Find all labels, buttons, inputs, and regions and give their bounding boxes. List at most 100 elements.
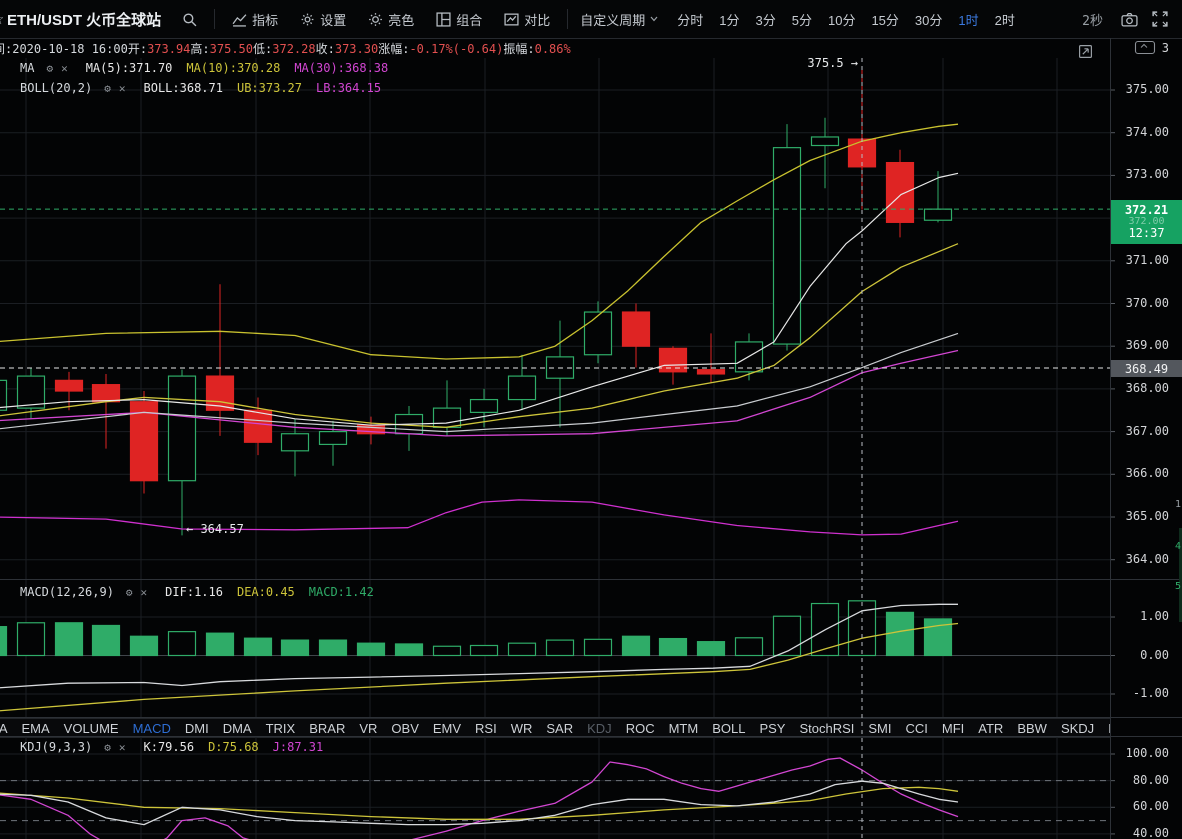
ohlc-segment: 开:373.94 bbox=[127, 41, 191, 56]
indicator-tab-dma[interactable]: DMA bbox=[222, 720, 252, 736]
edge-digit: 5 bbox=[1175, 581, 1182, 592]
macd-histogram-bar bbox=[885, 611, 915, 657]
kdj-k-line bbox=[0, 780, 959, 826]
current-price-badge: 372.21 372.00 12:37 bbox=[1111, 200, 1182, 244]
indicator-tab-psy[interactable]: PSY bbox=[759, 720, 786, 736]
toolbar-button-对比[interactable]: 对比 bbox=[504, 10, 550, 29]
period-tab-15分[interactable]: 15分 bbox=[871, 12, 899, 28]
period-tab-5分[interactable]: 5分 bbox=[791, 12, 812, 28]
low-price-annotation: ← 364.57 bbox=[186, 522, 244, 536]
y-axis-label: 373.00 bbox=[1125, 167, 1169, 182]
indicator-tab-roc[interactable]: ROC bbox=[625, 720, 655, 736]
indicator-tab-smi[interactable]: SMI bbox=[868, 720, 892, 736]
macd-histogram-bar bbox=[318, 639, 348, 657]
layout-icon bbox=[436, 11, 451, 27]
candle-body bbox=[847, 138, 877, 168]
indicator-tab-macd[interactable]: MACD bbox=[132, 720, 171, 736]
period-tab-1时[interactable]: 1时 bbox=[958, 12, 979, 28]
indicator-value: MA(10):370.28 bbox=[186, 61, 281, 75]
macd-histogram-bar bbox=[507, 642, 537, 657]
restore-pane-icon[interactable] bbox=[1078, 44, 1093, 64]
screenshot-camera-icon[interactable] bbox=[1121, 12, 1138, 27]
y-axis-label: -1.00 bbox=[1132, 686, 1169, 700]
macd-histogram-bar bbox=[621, 635, 651, 657]
ma-settings-gear-icon[interactable]: ⚙ bbox=[46, 61, 54, 75]
period-tab-2时[interactable]: 2时 bbox=[994, 12, 1015, 28]
boll-settings-gear-icon[interactable]: ⚙ bbox=[104, 81, 111, 95]
current-price-value: 372.21 bbox=[1124, 203, 1169, 217]
macd-close-icon[interactable]: ✕ bbox=[140, 585, 148, 599]
right-edge-strip bbox=[1179, 528, 1182, 622]
indicator-tab-emv[interactable]: EMV bbox=[432, 720, 462, 736]
period-tab-30分[interactable]: 30分 bbox=[914, 12, 943, 28]
y-axis-label: 1.00 bbox=[1140, 609, 1169, 623]
sun-icon bbox=[369, 12, 383, 26]
ohlc-segment: 高:375.50 bbox=[190, 41, 254, 56]
axis-top-partial-label: 3 bbox=[1161, 41, 1169, 55]
kdj-close-icon[interactable]: ✕ bbox=[118, 740, 126, 754]
candle-body bbox=[243, 409, 273, 443]
candle-body bbox=[810, 136, 840, 147]
ohlc-infobar: 间:2020-10-18 16:00开:373.94高:375.50低:372.… bbox=[0, 38, 1110, 58]
boll-mid-line bbox=[0, 332, 959, 433]
candle-body bbox=[885, 161, 915, 223]
y-axis-label: 374.00 bbox=[1125, 124, 1169, 139]
indicator-tab-stochrsi[interactable]: StochRSI bbox=[799, 720, 855, 736]
indicator-tab-rsi[interactable]: RSI bbox=[475, 720, 497, 736]
current-candle-time: 12:37 bbox=[1128, 226, 1165, 240]
indicator-value: J:87.31 bbox=[272, 740, 324, 754]
pair-title: ETH/USDT 火币全球站 bbox=[7, 11, 162, 29]
indicator-tab-brar[interactable]: BRAR bbox=[309, 720, 346, 736]
boll-close-icon[interactable]: ✕ bbox=[118, 81, 126, 95]
period-tab-分时[interactable]: 分时 bbox=[677, 12, 704, 28]
indicator-tab-bias[interactable]: BIAS bbox=[1108, 721, 1110, 736]
candle-body bbox=[469, 398, 499, 413]
toolbar-button-设置[interactable]: 设置 bbox=[300, 10, 346, 29]
indicator-tab-vr[interactable]: VR bbox=[359, 720, 378, 736]
y-axis-label: 369.00 bbox=[1125, 338, 1169, 353]
ohlc-segment: 收:373.30 bbox=[315, 41, 379, 56]
favorite-star-icon[interactable]: ☆ bbox=[0, 10, 3, 28]
period-tab-10分[interactable]: 10分 bbox=[827, 12, 856, 28]
macd-histogram-bar bbox=[167, 631, 197, 657]
indicator-tab-kdj[interactable]: KDJ bbox=[587, 720, 612, 736]
y-axis-label: 371.00 bbox=[1125, 252, 1169, 267]
indicator-value: LB:364.15 bbox=[316, 81, 382, 95]
period-tab-3分[interactable]: 3分 bbox=[755, 12, 776, 28]
indicator-tab-cci[interactable]: CCI bbox=[905, 720, 928, 736]
candle-body bbox=[658, 347, 688, 373]
indicator-tab-skdj[interactable]: SKDJ bbox=[1060, 720, 1095, 736]
search-icon[interactable] bbox=[182, 12, 197, 27]
macd-histogram-bar bbox=[810, 602, 840, 657]
kdj-indicator-row: KDJ(9,3,3) ⚙ ✕ K:79.56 D:75.68 J:87.31 bbox=[20, 739, 323, 755]
indicator-tab-ma[interactable]: MA bbox=[0, 721, 8, 736]
indicator-tab-sar[interactable]: SAR bbox=[546, 720, 574, 736]
period-tab-1分[interactable]: 1分 bbox=[719, 12, 740, 28]
indicator-tab-dmi[interactable]: DMI bbox=[184, 720, 209, 736]
macd-settings-gear-icon[interactable]: ⚙ bbox=[125, 585, 133, 599]
fullscreen-icon[interactable] bbox=[1152, 11, 1168, 27]
indicator-tab-boll[interactable]: BOLL bbox=[712, 720, 746, 736]
toolbar-button-组合[interactable]: 组合 bbox=[436, 10, 482, 29]
indicator-tab-bbw[interactable]: BBW bbox=[1017, 720, 1047, 736]
indicator-tab-wr[interactable]: WR bbox=[510, 720, 533, 736]
ma-close-icon[interactable]: ✕ bbox=[61, 61, 68, 75]
toolbar-button-亮色[interactable]: 亮色 bbox=[368, 10, 414, 29]
compare-icon bbox=[504, 13, 519, 25]
indicator-tab-obv[interactable]: OBV bbox=[391, 720, 419, 736]
indicator-tabs-strip: MA EMA VOLUME MACD DMI DMA TRIX BRAR VR OBV EMV RSI… bbox=[0, 718, 1110, 738]
indicator-tab-mfi[interactable]: MFI bbox=[941, 720, 965, 736]
axis-restore-icon[interactable] bbox=[1134, 40, 1156, 60]
period-dropdown[interactable]: 自定义周期 bbox=[580, 10, 658, 29]
indicator-tab-mtm[interactable]: MTM bbox=[668, 720, 699, 736]
candle-body bbox=[167, 375, 197, 482]
macd-histogram-bar bbox=[280, 639, 310, 657]
toolbar-button-指标[interactable]: 指标 bbox=[232, 10, 278, 29]
kdj-settings-gear-icon[interactable]: ⚙ bbox=[104, 740, 111, 754]
ma-row-name: MA bbox=[20, 61, 35, 75]
indicator-tab-ema[interactable]: EMA bbox=[21, 720, 50, 736]
indicator-tab-trix[interactable]: TRIX bbox=[265, 720, 296, 736]
indicator-tab-atr[interactable]: ATR bbox=[978, 720, 1004, 736]
indicator-tab-volume[interactable]: VOLUME bbox=[63, 720, 119, 736]
